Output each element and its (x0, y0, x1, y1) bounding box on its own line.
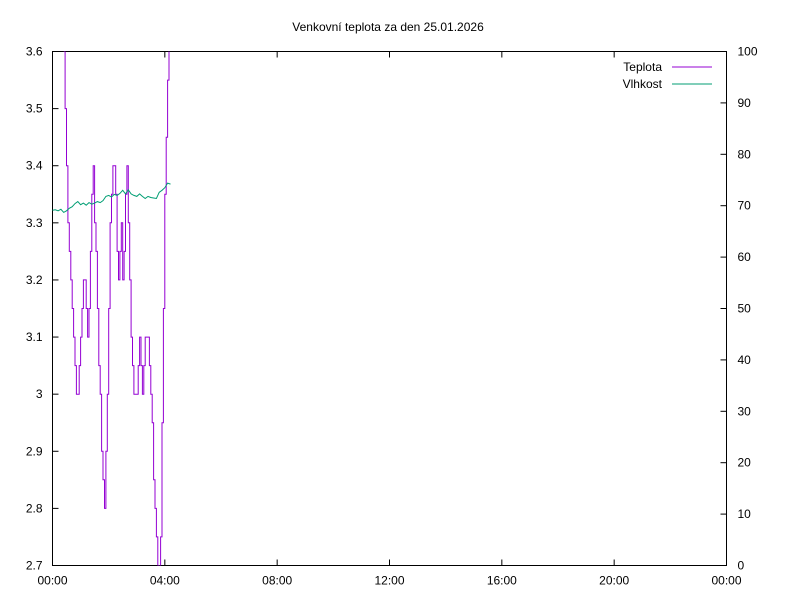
x-tick-label: 08:00 (262, 574, 292, 588)
x-tick-label: 12:00 (374, 574, 404, 588)
y-tick-label: 3.2 (26, 273, 43, 287)
x-axis-ticks: 00:00 04:00 08:00 12:00 16:00 20:00 00:00 (37, 51, 742, 588)
x-tick-label: 16:00 (487, 574, 517, 588)
y2-tick-label: 50 (738, 302, 752, 316)
legend-label: Teplota (623, 60, 662, 74)
legend-label: Vlhkost (623, 77, 663, 91)
y-tick-label: 3.3 (26, 216, 43, 230)
y2-tick-label: 40 (738, 353, 752, 367)
y-tick-label: 2.9 (26, 444, 43, 458)
y2-tick-label: 30 (738, 404, 752, 418)
y2-tick-label: 90 (738, 96, 752, 110)
y2-tick-label: 60 (738, 250, 752, 264)
series-line-teplota (63, 51, 170, 566)
y-axis-ticks: 2.7 2.8 2.9 3 3.1 3.2 3.3 3.4 3.5 3.6 (26, 45, 59, 573)
x-tick-label: 20:00 (599, 574, 629, 588)
legend: Teplota Vlhkost (623, 60, 712, 91)
chart-title: Venkovní teplota za den 25.01.2026 (292, 20, 484, 34)
y2-tick-label: 70 (738, 199, 752, 213)
y2-tick-label: 10 (738, 507, 752, 521)
y2-tick-label: 20 (738, 456, 752, 470)
series-line-vlhkost (52, 182, 171, 214)
x-tick-label: 00:00 (37, 574, 67, 588)
y-tick-label: 2.7 (26, 559, 43, 573)
x-tick-label: 04:00 (150, 574, 180, 588)
y-tick-label: 3.4 (26, 159, 43, 173)
series-layer (52, 51, 171, 566)
y-tick-label: 3 (36, 387, 43, 401)
y2-axis-ticks: 0 10 20 30 40 50 60 70 80 90 100 (720, 45, 758, 573)
y2-tick-label: 80 (738, 147, 752, 161)
y-tick-label: 3.1 (26, 330, 43, 344)
y2-tick-label: 0 (738, 559, 745, 573)
y2-tick-label: 100 (738, 45, 758, 59)
y-tick-label: 2.8 (26, 501, 43, 515)
x-tick-label: 00:00 (711, 574, 741, 588)
y-tick-label: 3.5 (26, 102, 43, 116)
plot-frame (52, 51, 727, 566)
y-tick-label: 3.6 (26, 45, 43, 59)
